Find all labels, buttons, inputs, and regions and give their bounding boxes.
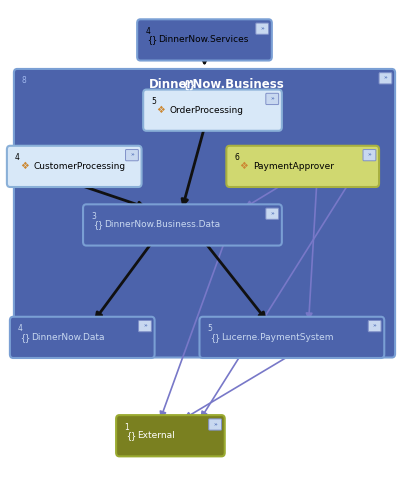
- FancyBboxPatch shape: [226, 146, 379, 187]
- Text: PaymentApprover: PaymentApprover: [253, 162, 334, 171]
- FancyBboxPatch shape: [266, 93, 279, 105]
- Text: {}: {}: [126, 431, 137, 440]
- Text: External: External: [137, 431, 175, 440]
- Text: 4: 4: [15, 153, 20, 162]
- FancyBboxPatch shape: [83, 204, 282, 246]
- Text: {}: {}: [94, 220, 103, 229]
- Text: Lucerne.PaymentSystem: Lucerne.PaymentSystem: [221, 333, 333, 342]
- Text: »: »: [270, 97, 274, 101]
- FancyBboxPatch shape: [7, 146, 142, 187]
- Text: 8: 8: [22, 76, 27, 86]
- Text: DinnerNow.Business: DinnerNow.Business: [148, 78, 284, 91]
- Text: 4: 4: [145, 27, 150, 36]
- Text: ❖: ❖: [156, 105, 165, 115]
- FancyBboxPatch shape: [137, 19, 272, 61]
- Text: CustomerProcessing: CustomerProcessing: [34, 162, 126, 171]
- Text: ❖: ❖: [239, 162, 248, 172]
- Text: DinnerNow.Services: DinnerNow.Services: [158, 35, 249, 44]
- Text: OrderProcessing: OrderProcessing: [170, 106, 244, 115]
- FancyBboxPatch shape: [14, 69, 395, 358]
- Text: {}: {}: [210, 333, 220, 342]
- Text: »: »: [261, 26, 264, 31]
- Text: »: »: [213, 422, 217, 427]
- FancyBboxPatch shape: [363, 150, 376, 161]
- FancyBboxPatch shape: [368, 321, 381, 332]
- FancyBboxPatch shape: [379, 73, 392, 84]
- FancyBboxPatch shape: [116, 415, 225, 456]
- FancyBboxPatch shape: [200, 317, 384, 358]
- Text: 5: 5: [151, 97, 156, 106]
- Text: 6: 6: [234, 153, 239, 162]
- Text: »: »: [143, 324, 147, 329]
- Text: DinnerNow.Business.Data: DinnerNow.Business.Data: [104, 220, 220, 229]
- FancyBboxPatch shape: [256, 23, 269, 34]
- Text: 5: 5: [207, 324, 212, 333]
- Text: ❖: ❖: [20, 162, 29, 172]
- Text: »: »: [384, 76, 387, 81]
- FancyBboxPatch shape: [126, 150, 138, 161]
- FancyBboxPatch shape: [139, 321, 151, 332]
- Text: »: »: [130, 152, 134, 158]
- Text: »: »: [373, 324, 377, 329]
- Text: 4: 4: [18, 324, 23, 333]
- Text: {}: {}: [20, 333, 30, 342]
- Text: DinnerNow.Data: DinnerNow.Data: [31, 333, 105, 342]
- Text: 1: 1: [124, 423, 129, 432]
- Text: {}: {}: [182, 79, 195, 89]
- FancyBboxPatch shape: [10, 317, 155, 358]
- FancyBboxPatch shape: [209, 419, 222, 430]
- FancyBboxPatch shape: [143, 89, 282, 131]
- Text: 3: 3: [91, 212, 96, 221]
- Text: {}: {}: [148, 35, 157, 44]
- FancyBboxPatch shape: [266, 208, 279, 219]
- Text: »: »: [270, 211, 274, 216]
- Text: »: »: [368, 152, 371, 158]
